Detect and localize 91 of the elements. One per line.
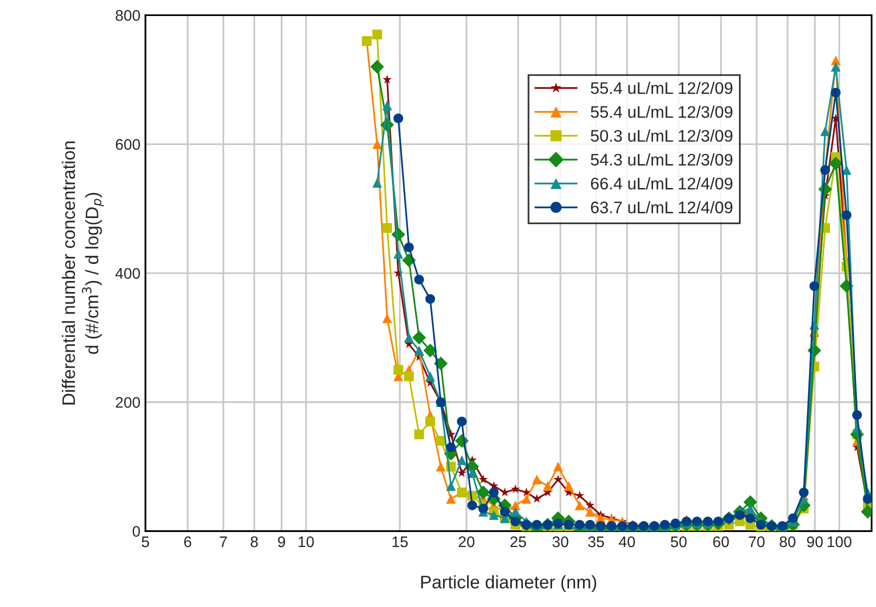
point [425,416,436,426]
point [457,468,466,478]
x-axis-title: Particle diameter (nm) [421,575,596,592]
point [423,344,438,358]
point [404,242,414,252]
legend-label: 55.4 uL/mL 12/2/09 [590,82,732,94]
x-tick-label: 8 [250,536,258,548]
point [393,248,404,259]
point [532,494,542,503]
point [542,481,553,491]
point [414,430,424,440]
legend-label: 66.4 uL/mL 12/4/09 [591,177,732,190]
point [522,494,532,504]
point [478,474,488,484]
point [809,281,820,291]
x-tick-label: 25 [510,536,526,548]
x-tick-label: 70 [748,536,765,548]
point [862,494,872,504]
point [585,500,595,510]
x-tick-label: 6 [184,536,192,548]
y-tick-label: 400 [115,268,140,279]
point [467,468,478,478]
point [488,510,499,520]
point [382,74,392,84]
x-tick-label: 5 [142,536,150,548]
point [756,520,766,530]
x-tick-label: 100 [828,536,852,548]
point [564,481,574,491]
point [842,210,852,220]
x-tick-label: 20 [458,536,474,548]
point [830,62,841,72]
point [393,365,404,375]
point [404,332,414,343]
point [425,371,436,382]
point [574,500,585,510]
x-tick-label: 90 [807,536,823,548]
y-tick-label: 0 [132,526,140,537]
point [372,30,382,40]
y-tick-label: 200 [116,397,140,408]
point [745,513,756,524]
x-tick-label: 40 [618,536,635,548]
point [382,313,392,324]
point [446,481,456,491]
point [852,410,862,420]
point [510,506,520,517]
point [510,516,520,526]
point [446,442,456,452]
point [830,88,841,98]
point [842,165,852,175]
x-tick-label: 35 [588,536,604,548]
x-tick-label: 50 [670,536,687,548]
y-axis-title: Differential number concentration d (#/cm$^{3}$) / d log(D$_{p}$) [62,141,104,404]
point [553,474,563,484]
legend-label: 63.7 uL/mL 12/4/09 [591,201,732,214]
point [446,494,456,504]
x-tick-label: 9 [278,536,286,548]
x-tick-label: 80 [780,536,796,548]
y-tick-label: 800 [116,10,140,21]
legend-label: 50.3 uL/mL 12/3/09 [590,130,732,142]
point [436,462,446,472]
point [412,330,426,345]
x-tick-label: 30 [552,536,568,548]
legend-label: 55.4 uL/mL 12/3/09 [590,106,732,118]
point [532,474,542,484]
point [382,100,392,110]
x-tick-label: 60 [713,536,729,548]
x-tick-label: 7 [220,536,227,548]
y-tick-label: 600 [116,139,140,150]
point [414,274,424,284]
point [404,371,414,382]
point [510,484,520,494]
point [820,126,830,136]
point [745,504,756,514]
x-tick-label: 10 [298,536,314,548]
point [488,488,499,498]
point [476,486,490,500]
point [478,504,488,514]
point [585,506,595,517]
point [425,294,436,304]
point [828,156,843,170]
legend-label: 54.3 uL/mL 12/3/09 [590,153,732,166]
point [382,223,392,233]
point [553,462,563,472]
point [467,500,478,510]
point [372,178,382,188]
point [456,455,467,466]
point [372,139,382,150]
x-tick-label: 15 [392,536,408,548]
point [393,114,404,124]
point [456,416,467,426]
point [370,60,384,74]
